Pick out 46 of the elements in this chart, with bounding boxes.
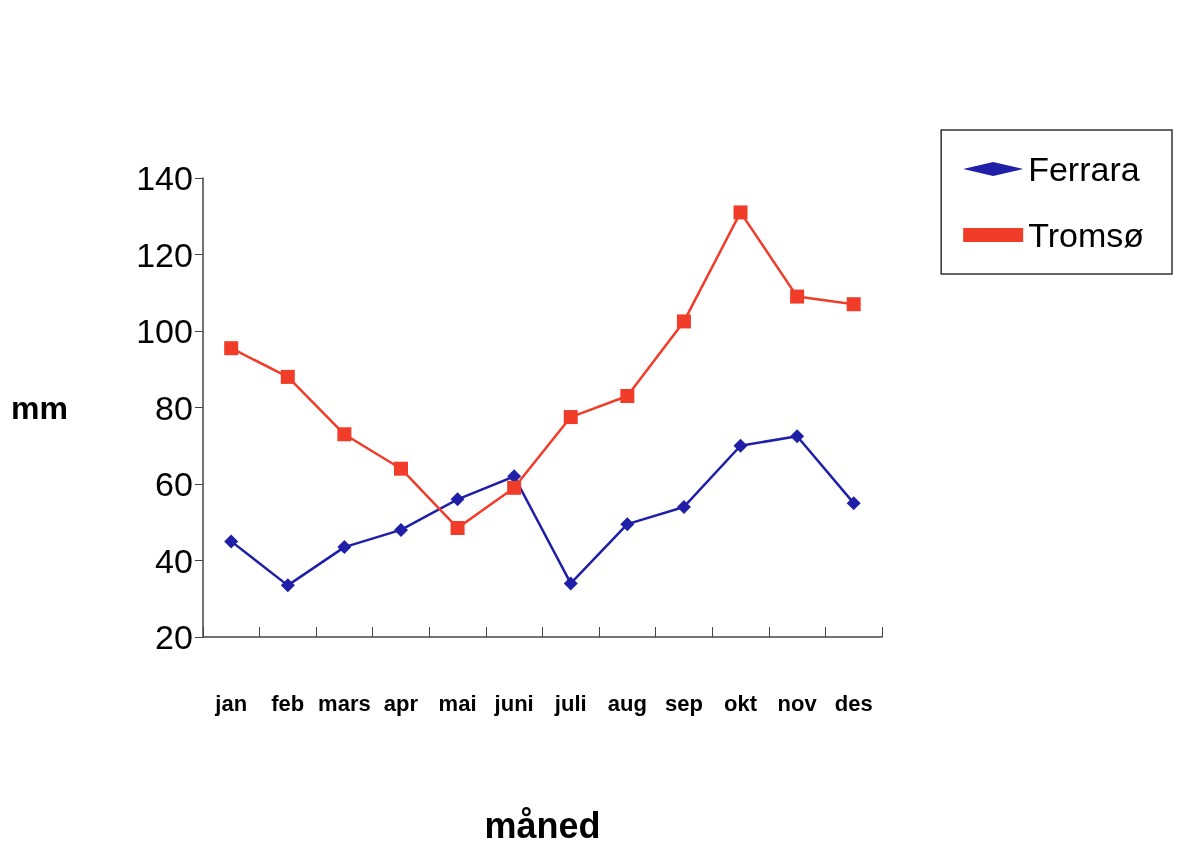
y-tick-label: 80: [155, 388, 193, 427]
point: [846, 297, 861, 312]
y-tick-label: 40: [155, 541, 193, 580]
point: [393, 522, 408, 537]
x-axis-title: måned: [484, 804, 601, 846]
x-tick-label: aug: [607, 690, 647, 716]
point: [620, 389, 635, 404]
x-tick-label: apr: [383, 690, 419, 716]
point: [790, 429, 805, 444]
point: [224, 341, 239, 356]
legend-label: Tromsø: [1028, 216, 1145, 254]
point: [733, 438, 748, 453]
x-tick-label: sep: [664, 690, 703, 716]
point: [393, 461, 408, 476]
point: [337, 427, 352, 442]
x-tick-label: nov: [777, 690, 818, 716]
x-tick-label: feb: [271, 690, 305, 716]
x-tick-label: des: [834, 690, 873, 716]
point: [563, 576, 578, 591]
y-axis-title: mm: [11, 389, 68, 426]
legend-label: Ferrara: [1028, 150, 1140, 188]
y-tick-label: 60: [155, 465, 193, 503]
point: [563, 410, 578, 425]
point: [224, 534, 239, 549]
x-tick-label: juli: [553, 690, 587, 716]
point: [280, 578, 295, 593]
x-tick-label: mai: [438, 690, 477, 716]
y-tick-label: 140: [136, 159, 193, 197]
point: [450, 520, 465, 535]
point: [507, 480, 522, 495]
point: [676, 499, 691, 514]
point: [280, 369, 295, 384]
point: [676, 314, 691, 329]
point: [846, 496, 861, 511]
x-tick-label: mars: [318, 690, 371, 716]
x-tick-label: jan: [214, 690, 248, 716]
x-tick-label: juni: [493, 690, 534, 716]
y-tick-label: 20: [155, 618, 193, 656]
x-tick-label: okt: [724, 690, 758, 716]
y-tick-label: 100: [136, 312, 193, 350]
point: [337, 540, 352, 555]
point: [733, 205, 748, 220]
y-tick-label: 120: [136, 235, 193, 274]
point: [620, 517, 635, 532]
point: [790, 289, 805, 304]
point: [450, 492, 465, 507]
